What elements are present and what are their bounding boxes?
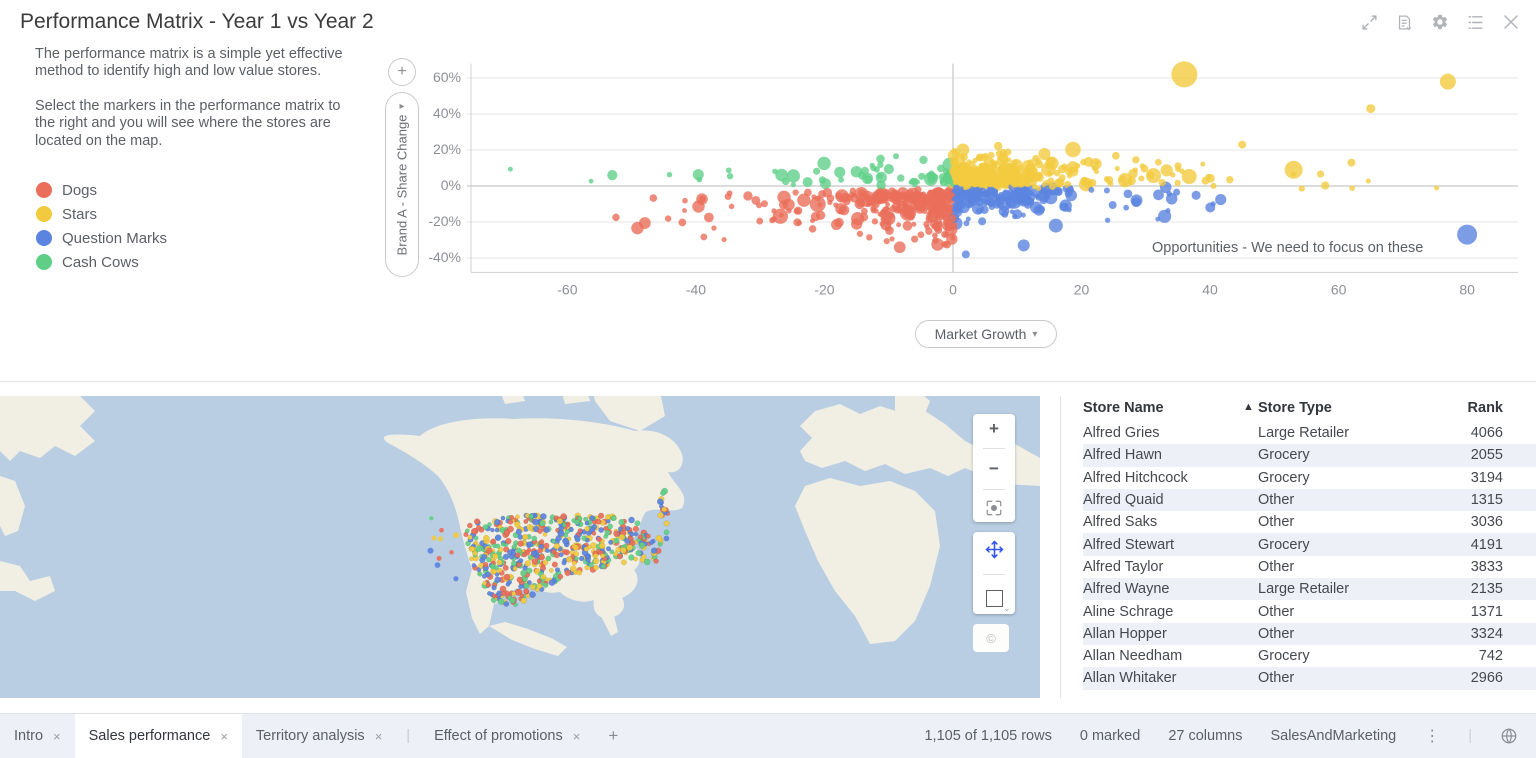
- svg-text:0: 0: [949, 281, 957, 297]
- svg-text:60: 60: [1331, 281, 1347, 297]
- svg-text:20: 20: [1074, 281, 1090, 297]
- svg-text:-20%: -20%: [428, 213, 461, 229]
- svg-text:-40%: -40%: [428, 249, 461, 265]
- svg-text:40%: 40%: [433, 105, 461, 121]
- svg-text:-60: -60: [557, 281, 577, 297]
- svg-text:0%: 0%: [441, 177, 461, 193]
- svg-text:-20: -20: [814, 281, 834, 297]
- svg-text:40: 40: [1202, 281, 1218, 297]
- svg-text:60%: 60%: [433, 69, 461, 85]
- svg-text:-40: -40: [686, 281, 706, 297]
- svg-text:20%: 20%: [433, 141, 461, 157]
- svg-text:80: 80: [1459, 281, 1475, 297]
